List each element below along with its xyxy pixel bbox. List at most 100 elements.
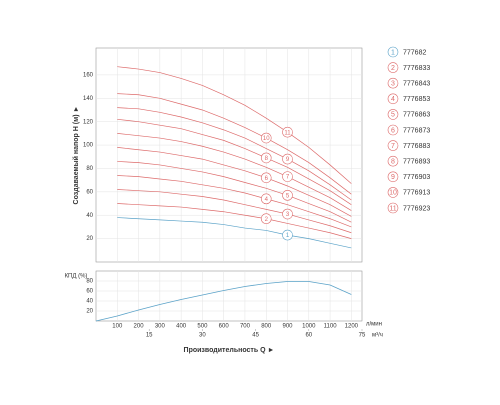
x2-unit: м³/ч [372, 333, 383, 339]
legend-badge [387, 46, 399, 58]
curve-label: 6 [265, 176, 269, 182]
x2-tick-label: 75 [359, 333, 366, 339]
data-line [117, 118, 352, 205]
legend-label: 7776903 [403, 174, 430, 181]
legend-label: 7776853 [403, 96, 430, 103]
legend-number: 2 [391, 65, 395, 72]
data-line [117, 107, 352, 201]
x2-tick-label: 30 [199, 333, 206, 339]
data-line [117, 66, 352, 184]
data-line [117, 203, 352, 239]
x-tick-label: 700 [240, 324, 251, 330]
curve-badge [282, 171, 293, 182]
legend-number: 7 [391, 143, 395, 150]
legend-number: 6 [391, 127, 395, 134]
x-axis-label: Производительность Q ► [184, 347, 275, 354]
legend-badge [387, 109, 399, 120]
curve-badge [282, 126, 293, 138]
legend-label: 7776883 [403, 143, 430, 150]
legend-number: 1 [391, 49, 395, 56]
plot-frame [95, 270, 363, 322]
legend-badge [387, 77, 399, 89]
curve-badge [282, 208, 293, 220]
legend-badge [387, 187, 399, 198]
y-tick-label: 120 [83, 119, 94, 125]
data-line [117, 133, 352, 211]
curve-label: 10 [263, 136, 270, 142]
curve-label: 11 [284, 130, 291, 136]
curve-badge [282, 229, 293, 241]
x-unit: л/мин [366, 322, 382, 328]
curve-label: 7 [286, 175, 290, 181]
curve-label: 5 [286, 193, 290, 199]
curve-label: 2 [265, 217, 269, 223]
y-tick-label: 20 [86, 236, 93, 242]
x-tick-label: 400 [176, 324, 187, 330]
x-tick-label: 1100 [324, 324, 338, 330]
data-line [117, 161, 352, 223]
curve-badge [260, 132, 272, 144]
curve-badge [260, 152, 272, 164]
legend-number: 4 [391, 96, 395, 103]
x-tick-label: 200 [134, 324, 145, 330]
y-axis-label: Создаваемый напор Н (м) ► [72, 106, 80, 205]
y-tick-label: 20 [86, 309, 93, 315]
legend-badge [387, 93, 399, 105]
curve-badge [260, 172, 272, 184]
y-tick-label: 60 [86, 189, 93, 195]
legend-number: 9 [391, 174, 395, 181]
curve-label: 4 [265, 197, 269, 203]
curve-label: 8 [265, 156, 269, 162]
y-axis-label: КПД (%) [65, 274, 88, 280]
data-line [117, 147, 352, 217]
x-tick-label: 900 [283, 324, 294, 330]
legend-badge [387, 155, 399, 167]
curve-label: 3 [286, 212, 290, 218]
y-tick-label: 40 [86, 299, 93, 305]
legend-label: 7776893 [403, 159, 430, 166]
data-line [117, 189, 352, 234]
data-line [95, 281, 352, 322]
y-tick-label: 140 [83, 96, 94, 102]
x-tick-label: 600 [219, 324, 230, 330]
y-tick-label: 40 [86, 213, 93, 219]
legend-badge [387, 171, 399, 183]
legend-badge [387, 202, 399, 214]
legend-label: 7776873 [403, 127, 430, 134]
curve-label: 9 [286, 157, 290, 163]
curve-badge [260, 213, 272, 225]
legend-label: 7776913 [403, 190, 430, 197]
legend-number: 8 [391, 159, 395, 166]
y-tick-label: 80 [86, 166, 93, 172]
y-tick-label: 100 [83, 143, 94, 149]
curve-badge [282, 153, 293, 165]
x-tick-label: 500 [197, 324, 208, 330]
data-line [117, 93, 352, 195]
legend-label: 777682 [403, 49, 426, 56]
y-tick-label: 60 [86, 289, 93, 295]
legend-badge [387, 62, 399, 73]
x2-tick-label: 15 [146, 333, 153, 339]
legend-number: 5 [391, 112, 395, 119]
legend-label: 7776833 [403, 65, 430, 72]
data-line [117, 175, 352, 228]
legend-label: 7776923 [403, 205, 430, 212]
curve-label: 1 [286, 233, 290, 239]
curve-badge [282, 190, 293, 201]
legend-badge [387, 124, 399, 136]
x-tick-label: 800 [261, 324, 272, 330]
legend-label: 7776843 [403, 81, 430, 88]
y-tick-label: 80 [86, 279, 93, 285]
legend-number: 11 [389, 205, 396, 212]
y-tick-label: 160 [83, 72, 94, 78]
x-tick-label: 1000 [302, 324, 316, 330]
x2-tick-label: 60 [305, 333, 312, 339]
legend-number: 10 [389, 190, 397, 197]
x-tick-label: 300 [155, 324, 166, 330]
data-line [117, 217, 352, 249]
legend-badge [387, 140, 399, 151]
x2-tick-label: 45 [252, 333, 259, 339]
legend-number: 3 [391, 81, 395, 88]
x-tick-label: 1200 [345, 324, 359, 330]
